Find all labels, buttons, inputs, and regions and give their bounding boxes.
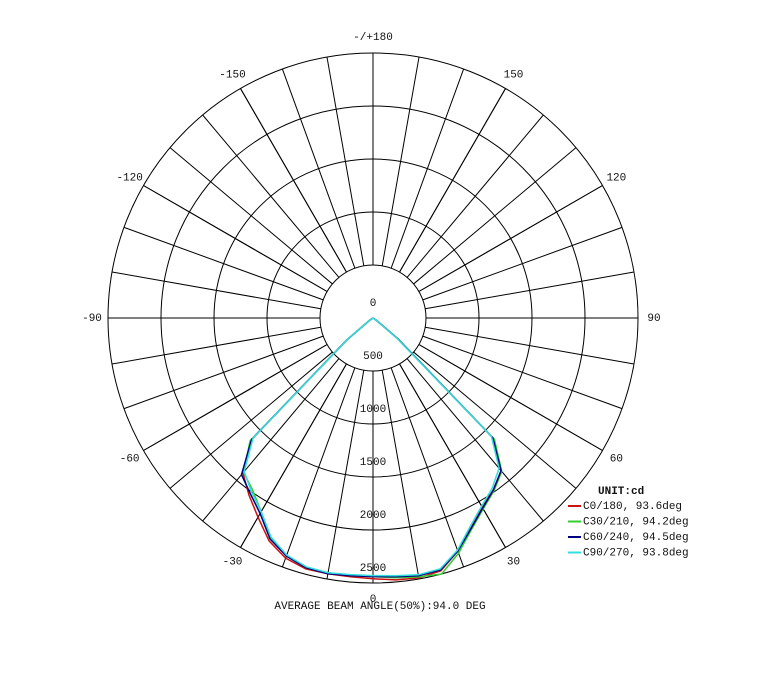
angle-grid-line [240, 88, 347, 273]
angle-tick-label: 150 [504, 70, 524, 82]
angle-grid-line [418, 185, 603, 292]
legend-label: C60/240, 94.5deg [583, 532, 689, 544]
angle-tick-label: -60 [120, 453, 140, 465]
angle-grid-line [418, 344, 603, 451]
angle-tick-label: 0 [370, 594, 377, 606]
angle-tick-label: -150 [219, 70, 245, 82]
angle-tick-label: 60 [610, 453, 623, 465]
angle-tick-label: 90 [647, 313, 660, 325]
angle-tick-label: -90 [82, 313, 102, 325]
angle-grid-line [240, 363, 347, 548]
footer-note: AVERAGE BEAM ANGLE(50%):94.0 DEG [274, 601, 485, 613]
angle-grid-line [143, 185, 328, 292]
angle-grid-line [143, 344, 328, 451]
angle-tick-label: -/+180 [353, 32, 393, 44]
legend-label: C0/180, 93.6deg [583, 501, 682, 513]
legend-title: UNIT:cd [598, 486, 644, 498]
series-curve [240, 317, 502, 578]
legend-label: C30/210, 94.2deg [583, 516, 689, 528]
angle-grid-line [399, 88, 506, 273]
series-curve [243, 317, 500, 577]
legend-label: C90/270, 93.8deg [583, 547, 689, 559]
angle-tick-label: -30 [223, 556, 243, 568]
angle-grid-line [399, 363, 506, 548]
angle-tick-label: -120 [116, 172, 142, 184]
angle-tick-label: 30 [507, 556, 520, 568]
angle-tick-label: 120 [606, 172, 626, 184]
r-tick-label: 500 [363, 351, 383, 363]
r-tick-label: 0 [370, 298, 377, 310]
